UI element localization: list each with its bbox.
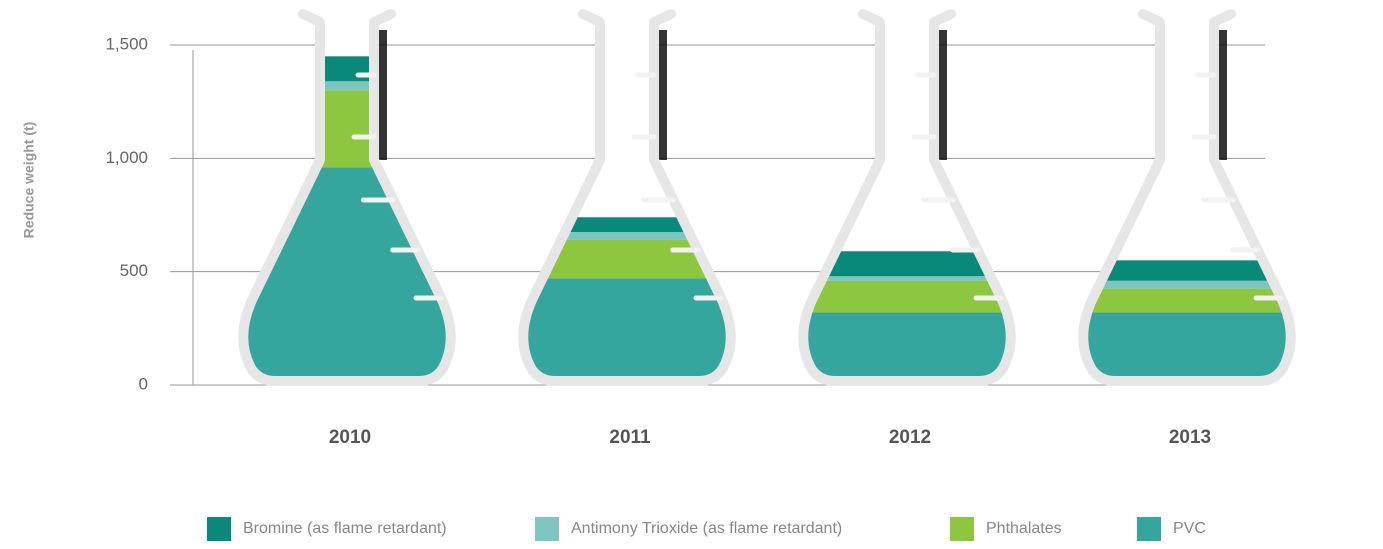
bar-segment — [1083, 312, 1291, 381]
flask-outline — [238, 9, 456, 386]
legend-swatch — [207, 517, 231, 541]
neck-shadow — [1217, 30, 1227, 160]
bar-segment — [243, 56, 451, 82]
legend-label: Phthalates — [986, 520, 1062, 537]
neck-shadow — [657, 30, 667, 160]
neck-shadow — [377, 30, 387, 160]
legend-label: Antimony Trioxide (as flame retardant) — [571, 520, 842, 537]
y-tick-label: 1,500 — [105, 34, 148, 53]
flask-outline — [798, 9, 1016, 386]
flask-fill — [1083, 260, 1291, 381]
bar-segment — [523, 217, 731, 232]
bar-segment — [243, 90, 451, 168]
bar-segment — [1083, 288, 1291, 313]
y-tick-label: 0 — [139, 374, 148, 393]
flask-outline — [518, 9, 736, 386]
y-tick-label: 500 — [120, 261, 148, 280]
flask-fill — [803, 251, 1011, 381]
bar-segment — [803, 276, 1011, 281]
bar-segment — [243, 167, 451, 381]
bar-segment — [523, 239, 731, 279]
bar-segment — [803, 251, 1011, 277]
neck-shadow — [937, 30, 947, 160]
x-tick-label: 2012 — [889, 427, 931, 448]
bar-segment — [1083, 260, 1291, 281]
bar-segment — [243, 81, 451, 91]
bar-segment — [803, 312, 1011, 381]
legend-swatch — [535, 517, 559, 541]
legend-label: Bromine (as flame retardant) — [243, 520, 447, 537]
flask-fill — [243, 56, 451, 381]
x-tick-label: 2011 — [609, 427, 651, 448]
y-tick-label: 1,000 — [105, 148, 148, 167]
x-tick-label: 2013 — [1169, 427, 1211, 448]
legend-label: PVC — [1173, 520, 1206, 537]
legend-swatch — [950, 517, 974, 541]
y-axis-label: Reduce weight (t) — [21, 122, 37, 239]
legend-swatch — [1137, 517, 1161, 541]
bar-segment — [523, 232, 731, 240]
flask-outline — [1078, 9, 1296, 386]
bar-segment — [1083, 280, 1291, 289]
x-tick-label: 2010 — [329, 427, 371, 448]
